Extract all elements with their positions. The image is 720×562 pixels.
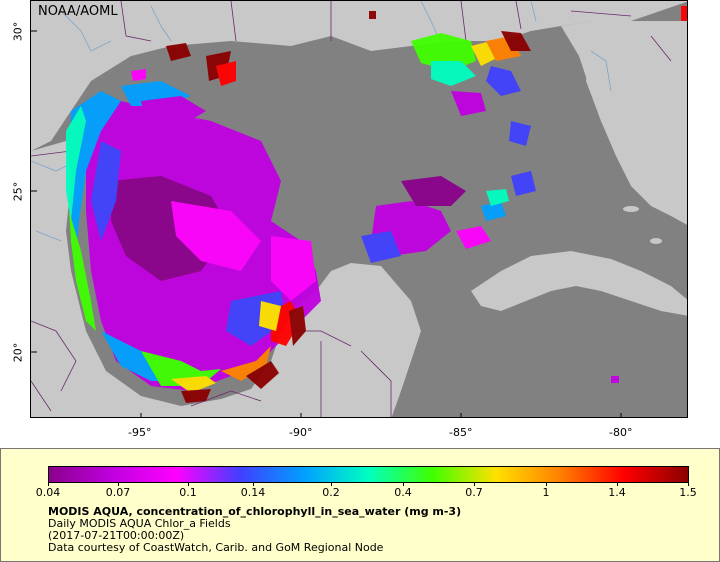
source-label: NOAA/AOML — [38, 4, 118, 19]
longitude-label: -85° — [449, 426, 473, 439]
colorbar-tick — [688, 483, 689, 486]
island — [650, 238, 662, 244]
longitude-label: -95° — [128, 426, 152, 439]
yucatan-land — [316, 263, 421, 417]
colorbar-label: 0.04 — [35, 486, 61, 499]
legend-title: MODIS AQUA, concentration_of_chlorophyll… — [48, 505, 462, 518]
colorbar-label: 0.2 — [322, 486, 340, 499]
axis-ticks — [31, 30, 622, 417]
colorbar-tick — [188, 483, 189, 486]
colorbar-tick — [48, 483, 49, 486]
latitude-label: 20° — [11, 342, 25, 363]
colorbar — [48, 466, 689, 483]
island — [623, 206, 639, 212]
colorbar-tick — [617, 483, 618, 486]
rivers — [31, 1, 612, 242]
colorbar-label: 1.5 — [679, 486, 697, 499]
latitude-label: 25° — [11, 181, 25, 202]
map-canvas[interactable] — [31, 1, 688, 418]
colorbar-tick — [331, 483, 332, 486]
colorbar-label: 1.4 — [608, 486, 626, 499]
colorbar-tick — [118, 483, 119, 486]
colorbar-label: 0.1 — [179, 486, 197, 499]
bahamas-land — [671, 126, 687, 175]
colorbar-label: 0.4 — [394, 486, 412, 499]
colorbar-tick — [253, 483, 254, 486]
colorbar-label: 0.14 — [240, 486, 266, 499]
map-panel[interactable] — [30, 0, 688, 418]
timestamp: (2017-07-21T00:00:00Z) — [48, 529, 185, 542]
florida-land — [561, 21, 686, 216]
colorbar-label: 0.07 — [105, 486, 131, 499]
longitude-label: -90° — [289, 426, 313, 439]
colorbar-label: 1 — [542, 486, 550, 499]
longitude-label: -80° — [609, 426, 633, 439]
colorbar-tick — [403, 483, 404, 486]
colorbar-label: 0.7 — [465, 486, 483, 499]
cuba-land — [471, 251, 687, 316]
political-borders — [31, 1, 672, 417]
dataset-name: Daily MODIS AQUA Chlor_a Fields — [48, 517, 231, 530]
credit-text: Data courtesy of CoastWatch, Carib. and … — [48, 541, 384, 554]
latitude-label: 30° — [11, 21, 25, 42]
colorbar-tick — [474, 483, 475, 486]
colorbar-tick — [546, 483, 547, 486]
chlorophyll-data — [66, 6, 687, 403]
